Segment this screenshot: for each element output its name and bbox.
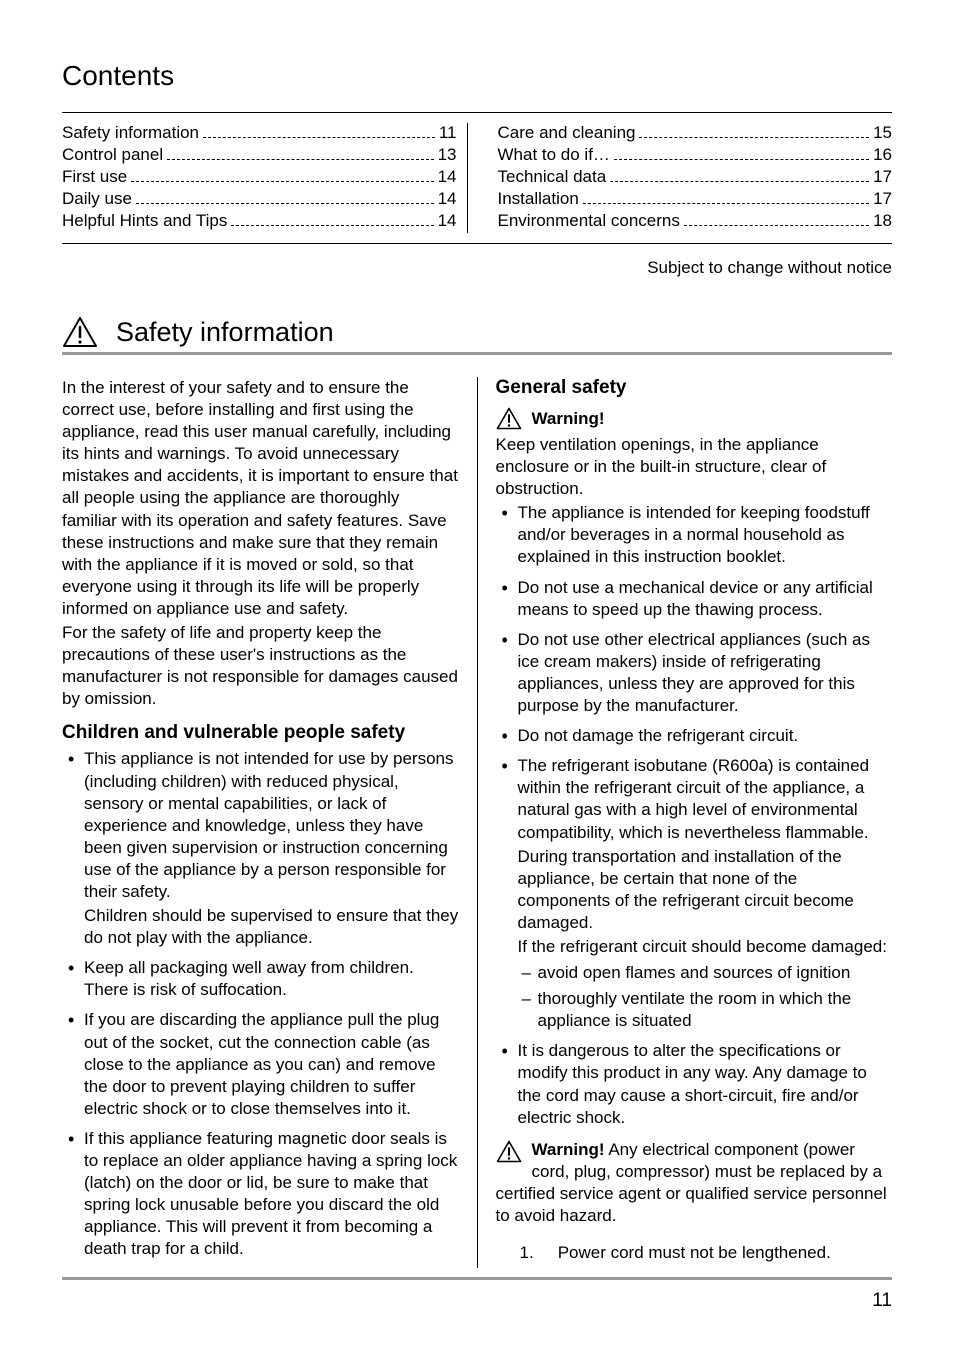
general-safety-heading: General safety — [496, 377, 893, 399]
general-safety-list: The appliance is intended for keeping fo… — [496, 502, 893, 1128]
ventilation-paragraph: Keep ventilation openings, in the applia… — [496, 434, 893, 500]
list-item: Keep all packaging well away from childr… — [62, 957, 459, 1001]
toc-label: Environmental concerns — [498, 211, 680, 231]
toc-row: What to do if… 16 — [498, 145, 893, 165]
toc-label: Helpful Hints and Tips — [62, 211, 227, 231]
right-body-column: General safety Warning! Keep ventilation… — [478, 377, 893, 1268]
list-item-continuation: During transportation and installation o… — [518, 846, 893, 934]
toc-page: 18 — [873, 211, 892, 231]
list-item-text: This appliance is not intended for use b… — [84, 749, 454, 901]
table-of-contents: Safety information 11 Control panel 13 F… — [62, 123, 892, 233]
toc-label: Technical data — [498, 167, 607, 187]
toc-page: 17 — [873, 189, 892, 209]
list-item-continuation: Children should be supervised to ensure … — [84, 905, 459, 949]
list-item: avoid open flames and sources of ignitio… — [518, 962, 893, 984]
toc-row: Control panel 13 — [62, 145, 457, 165]
body-columns: In the interest of your safety and to en… — [62, 377, 892, 1268]
list-item: If you are discarding the appliance pull… — [62, 1009, 459, 1119]
warning-triangle-icon — [496, 1140, 522, 1163]
list-item: The refrigerant isobutane (R600a) is con… — [496, 755, 893, 1032]
toc-label: Installation — [498, 189, 579, 209]
list-item: Do not damage the refrigerant circuit. — [496, 725, 893, 747]
toc-label: Control panel — [62, 145, 163, 165]
toc-row: Care and cleaning 15 — [498, 123, 893, 143]
toc-rule-top — [62, 112, 892, 113]
toc-page: 14 — [438, 211, 457, 231]
list-item: Do not use a mechanical device or any ar… — [496, 577, 893, 621]
toc-leader — [583, 192, 869, 204]
toc-page: 17 — [873, 167, 892, 187]
warning-bold: Warning! — [532, 1140, 605, 1159]
numbered-list-item: 1. Power cord must not be lengthened. — [520, 1243, 893, 1263]
toc-page: 11 — [439, 123, 457, 143]
numbered-list: 1. Power cord must not be lengthened. — [496, 1243, 893, 1263]
list-item: It is dangerous to alter the specificati… — [496, 1040, 893, 1128]
toc-leader — [203, 126, 435, 138]
list-item-text: The refrigerant isobutane (R600a) is con… — [518, 756, 870, 841]
numbered-list-number: 1. — [520, 1243, 534, 1263]
toc-rule-bottom — [62, 243, 892, 244]
toc-row: Helpful Hints and Tips 14 — [62, 211, 457, 231]
list-item: thoroughly ventilate the room in which t… — [518, 988, 893, 1032]
toc-label: Safety information — [62, 123, 199, 143]
children-safety-heading: Children and vulnerable people safety — [62, 722, 459, 744]
warning-triangle-icon — [62, 316, 98, 348]
toc-page: 13 — [438, 145, 457, 165]
left-body-column: In the interest of your safety and to en… — [62, 377, 478, 1268]
section-rule — [62, 352, 892, 355]
list-item: Do not use other electrical appliances (… — [496, 629, 893, 717]
toc-leader — [614, 148, 869, 160]
section-title: Safety information — [116, 317, 334, 348]
warning-inline-text: Warning! Any electrical component (power… — [496, 1140, 887, 1225]
toc-leader — [684, 214, 869, 226]
warning-row: Warning! — [496, 407, 893, 430]
list-item: This appliance is not intended for use b… — [62, 748, 459, 949]
toc-row: Safety information 11 — [62, 123, 457, 143]
footer-rule — [62, 1277, 892, 1280]
contents-heading: Contents — [62, 60, 892, 92]
toc-label: Care and cleaning — [498, 123, 636, 143]
toc-page: 14 — [438, 167, 457, 187]
warning-label: Warning! — [532, 409, 605, 429]
toc-leader — [131, 170, 433, 182]
toc-label: Daily use — [62, 189, 132, 209]
section-heading: Safety information — [62, 316, 892, 348]
refrigerant-damage-list: avoid open flames and sources of ignitio… — [518, 962, 893, 1032]
list-item-continuation: If the refrigerant circuit should become… — [518, 936, 893, 958]
toc-leader — [610, 170, 869, 182]
numbered-list-text: Power cord must not be lengthened. — [558, 1243, 831, 1263]
children-safety-list: This appliance is not intended for use b… — [62, 748, 459, 1260]
toc-left-column: Safety information 11 Control panel 13 F… — [62, 123, 468, 233]
toc-leader — [639, 126, 869, 138]
list-item: If this appliance featuring magnetic doo… — [62, 1128, 459, 1261]
intro-paragraph-2: For the safety of life and property keep… — [62, 622, 459, 710]
toc-page: 14 — [438, 189, 457, 209]
warning-triangle-icon — [496, 407, 522, 430]
toc-row: Daily use 14 — [62, 189, 457, 209]
toc-leader — [167, 148, 433, 160]
toc-leader — [136, 192, 434, 204]
page-number: 11 — [872, 1290, 892, 1312]
toc-leader — [231, 214, 433, 226]
subject-to-change-notice: Subject to change without notice — [62, 258, 892, 278]
toc-row: Environmental concerns 18 — [498, 211, 893, 231]
toc-page: 15 — [873, 123, 892, 143]
warning-inline-block: Warning! Any electrical component (power… — [496, 1139, 893, 1227]
toc-row: Technical data 17 — [498, 167, 893, 187]
toc-row: First use 14 — [62, 167, 457, 187]
toc-row: Installation 17 — [498, 189, 893, 209]
toc-right-column: Care and cleaning 15 What to do if… 16 T… — [488, 123, 893, 233]
intro-paragraph-1: In the interest of your safety and to en… — [62, 377, 459, 620]
list-item: The appliance is intended for keeping fo… — [496, 502, 893, 568]
toc-page: 16 — [873, 145, 892, 165]
toc-label: What to do if… — [498, 145, 610, 165]
toc-label: First use — [62, 167, 127, 187]
